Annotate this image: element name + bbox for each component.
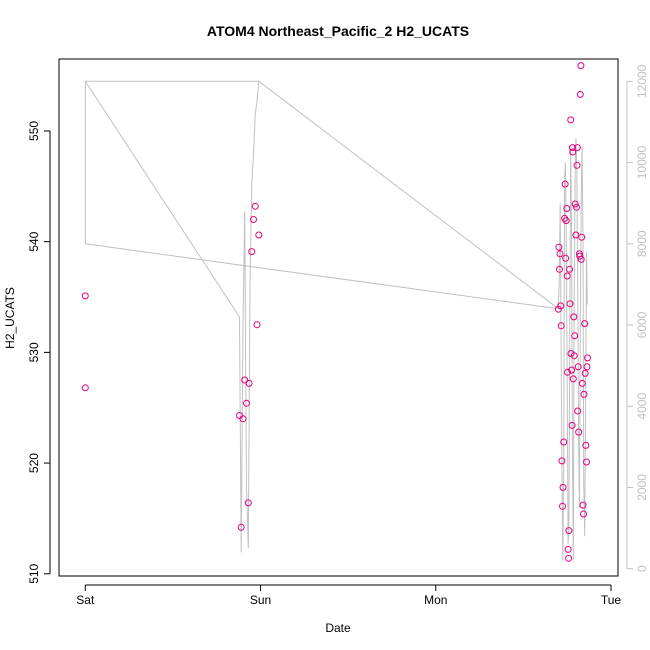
data-point [566,300,574,308]
data-point [570,352,578,360]
data-point [569,148,577,156]
data-point [565,554,573,562]
y-tick-label: 550 [27,121,41,141]
right-y-tick-label: 4000 [635,393,649,420]
x-axis: Sat Sun Mon Tue [76,584,622,607]
altitude-line-series [84,80,588,561]
data-point [576,252,584,260]
x-axis-label: Date [325,621,351,635]
data-point [578,379,586,387]
data-point [255,231,263,239]
data-point [559,502,566,510]
data-point [584,354,591,362]
data-point [573,161,581,169]
data-point [555,243,563,251]
data-point [558,457,566,465]
data-point [236,412,243,419]
data-point [562,254,570,262]
data-point [583,458,590,466]
data-point [563,205,571,212]
data-point [568,421,576,429]
x-tick-label: Tue [601,593,622,607]
data-point [562,217,570,225]
x-tick-label: Mon [424,593,447,607]
x-tick-label: Sat [76,593,95,607]
data-point [567,116,575,124]
right-y-tick-label: 2000 [635,474,649,501]
data-point [571,200,579,208]
data-point [581,320,589,328]
right-y-tick-label: 10000 [635,146,649,180]
data-point [245,379,253,387]
data-point [81,292,89,300]
data-point [579,501,587,509]
data-point [557,322,565,330]
data-point [576,90,584,98]
data-point [575,428,583,436]
data-point [556,250,564,258]
data-point [250,216,257,223]
data-point [574,407,582,415]
data-point [81,384,89,392]
data-point [559,483,567,491]
data-point [241,376,249,384]
data-point [251,202,259,210]
y-tick-label: 540 [27,231,41,251]
right-y-tick-label: 6000 [635,311,649,338]
y-axis: 510 520 530 540 550 [27,121,51,584]
data-point [557,302,565,310]
data-point [573,203,580,211]
h2-point-series [81,62,591,562]
plot-frame [58,58,619,577]
data-point [560,438,568,446]
data-point [578,233,586,241]
right-y-tick-label: 0 [635,565,649,572]
altitude-line [84,80,588,561]
data-point [564,368,571,376]
data-point [574,363,582,371]
y-tick-label: 510 [27,563,41,583]
data-point [239,415,247,423]
data-point [577,255,585,263]
y-tick-label: 520 [27,453,41,473]
data-point [583,363,591,371]
data-point [253,321,261,329]
data-point [571,332,579,340]
data-point [573,144,581,152]
data-point [564,545,572,553]
data-point [568,144,576,152]
data-point [563,272,571,280]
right-y-tick-label: 8000 [635,230,649,257]
data-point [568,366,576,374]
data-point [565,527,573,535]
right-y-tick-label: 12000 [635,64,649,98]
chart-title: ATOM4 Northeast_Pacific_2 H2_UCATS [207,23,469,39]
data-point [244,499,252,507]
data-point [556,265,563,273]
data-point [580,510,587,518]
data-point [569,375,577,383]
y-tick-label: 530 [27,342,41,362]
data-point [561,180,569,188]
data-point [581,369,589,377]
data-point [582,441,590,449]
right-y-axis: 0 2000 4000 6000 8000 10000 12000 [626,64,649,572]
data-point [566,265,573,273]
data-point [570,313,578,321]
data-point [572,231,580,239]
data-point [580,390,588,398]
y-axis-label: H2_UCATS [3,287,17,349]
data-point [248,248,256,256]
x-tick-label: Sun [250,593,271,607]
data-point [237,523,245,531]
data-point [243,399,250,407]
data-point [577,62,585,70]
